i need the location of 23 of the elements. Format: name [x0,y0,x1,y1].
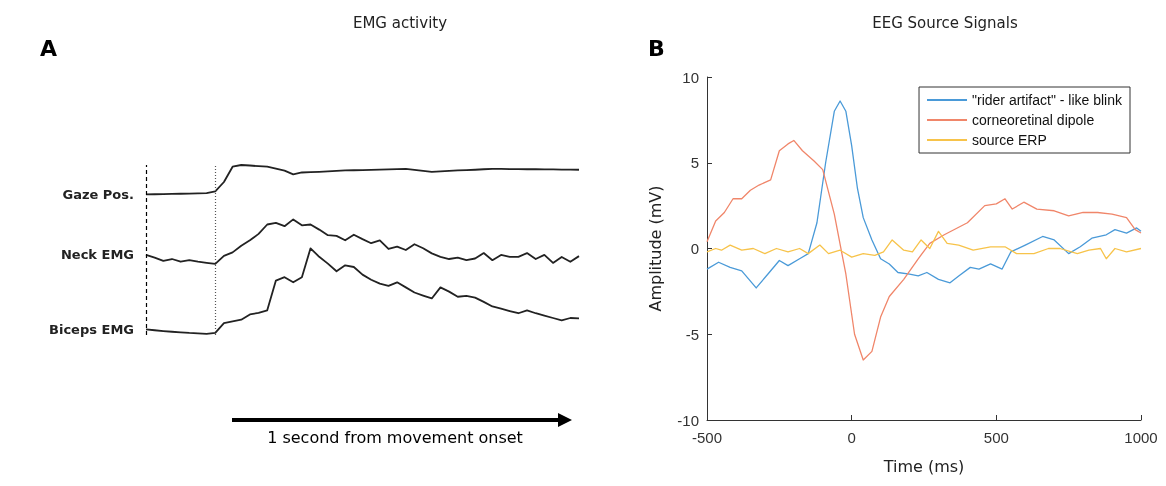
series-label: Biceps EMG [49,321,134,337]
series-label: Neck EMG [60,247,134,263]
x-axis-title: Time (ms) [882,456,965,476]
y-tick-label: 5 [690,154,699,172]
legend-label: corneoretinal dipole [972,112,1095,128]
legend-label: "rider artifact" - like blink [972,92,1123,108]
x-tick-label: -500 [691,429,723,446]
chart-title: EMG activity [352,13,448,32]
y-tick-label: 10 [682,68,699,86]
legend-label: source ERP [972,132,1047,148]
y-tick-label: 0 [690,240,699,257]
text: B [648,36,665,61]
text: A [40,36,58,61]
line-series [706,230,1142,260]
y-axis-title: Amplitude (mV) [645,185,665,312]
text: 1 second from movement onset [267,428,523,447]
y-tick-label: -10 [677,411,699,429]
chart-title: EEG Source Signals [872,13,1018,32]
x-tick-label: 0 [847,429,856,446]
series-label: Gaze Pos. [62,186,134,202]
x-tick-label: 500 [983,429,1009,446]
x-tick-label: 1000 [1124,429,1158,446]
y-tick-label: -5 [685,325,699,343]
